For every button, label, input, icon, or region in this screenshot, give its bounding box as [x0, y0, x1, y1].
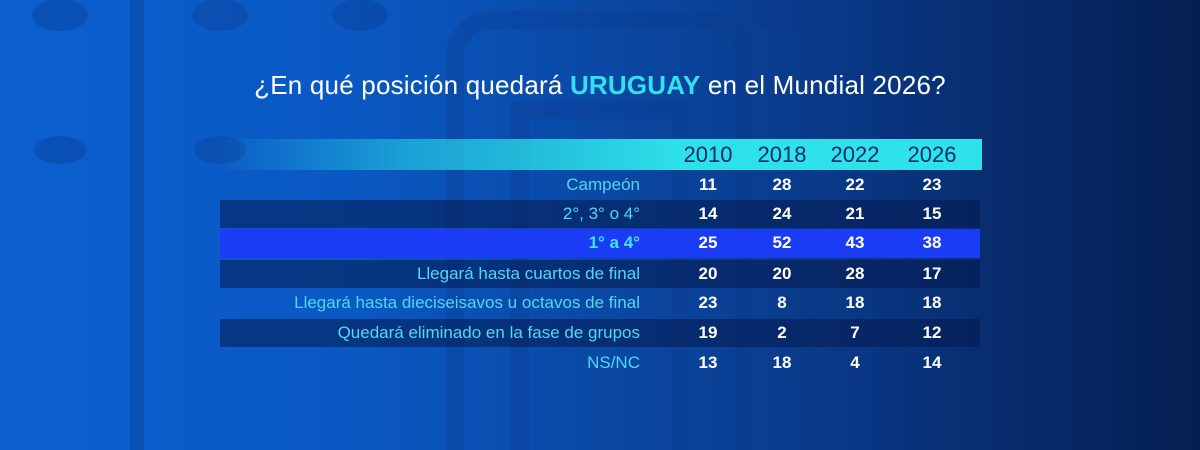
- row-label: Campeón: [566, 175, 640, 194]
- cell-2022: 21: [845, 204, 865, 223]
- row-label: 2°, 3° o 4°: [562, 204, 640, 223]
- cell-2010: 23: [698, 293, 718, 312]
- cell-2026: 23: [922, 175, 942, 194]
- cell-2022: 7: [850, 323, 860, 342]
- row-label: NS/NC: [587, 353, 640, 372]
- cell-2010: 11: [699, 175, 717, 194]
- cell-2022: 18: [845, 293, 865, 312]
- table-row-highlight: 1° a 4° 25 52 43 38: [220, 229, 980, 258]
- row-label: 1° a 4°: [588, 233, 640, 252]
- cell-2022: 28: [845, 264, 865, 283]
- cell-2026: 38: [922, 233, 942, 252]
- row-label: Llegará hasta dieciseisavos u octavos de…: [294, 293, 640, 312]
- page-title: ¿En qué posición quedará URUGUAY en el M…: [0, 70, 1200, 101]
- table-header-bar: [218, 139, 982, 170]
- table-row: Quedará eliminado en la fase de grupos 19…: [220, 319, 980, 347]
- cell-2010: 20: [698, 264, 718, 283]
- cell-2018: 28: [772, 175, 792, 194]
- table-row: NS/NC 13 18 4 14: [220, 349, 980, 377]
- cell-2018: 52: [772, 233, 792, 252]
- cell-2018: 18: [772, 353, 792, 372]
- cell-2010: 25: [698, 233, 718, 252]
- cell-2026: 12: [922, 323, 942, 342]
- table-row: Llegará hasta cuartos de final 20 20 28 17: [220, 260, 980, 288]
- cell-2026: 17: [922, 264, 942, 283]
- column-header-2022: 2022: [830, 142, 880, 167]
- cell-2010: 13: [698, 353, 718, 372]
- cell-2018: 20: [772, 264, 792, 283]
- cell-2010: 19: [698, 323, 718, 342]
- cell-2026: 15: [922, 204, 942, 223]
- cell-2010: 14: [698, 204, 718, 223]
- row-label: Llegará hasta cuartos de final: [416, 264, 640, 283]
- title-prefix: ¿En qué posición quedará: [254, 70, 570, 100]
- cell-2022: 22: [845, 175, 865, 194]
- cell-2022: 4: [850, 353, 860, 372]
- cell-2022: 43: [845, 233, 865, 252]
- cell-2018: 8: [777, 293, 787, 312]
- column-header-2018: 2018: [757, 142, 807, 167]
- table-row: Llegará hasta dieciseisavos u octavos de…: [220, 289, 980, 317]
- cell-2018: 2: [777, 323, 787, 342]
- column-header-2026: 2026: [907, 142, 957, 167]
- table-row: Campeón 11 28 22 23: [220, 171, 980, 199]
- cell-2018: 24: [772, 204, 792, 223]
- table-row: 2°, 3° o 4° 14 24 21 15: [220, 200, 980, 228]
- row-label: Quedará eliminado en la fase de grupos: [337, 323, 640, 342]
- column-header-2010: 2010: [683, 142, 733, 167]
- cell-2026: 14: [922, 353, 942, 372]
- title-highlight: URUGUAY: [569, 70, 701, 100]
- cell-2026: 18: [922, 293, 942, 312]
- title-suffix: en el Mundial 2026?: [700, 70, 946, 100]
